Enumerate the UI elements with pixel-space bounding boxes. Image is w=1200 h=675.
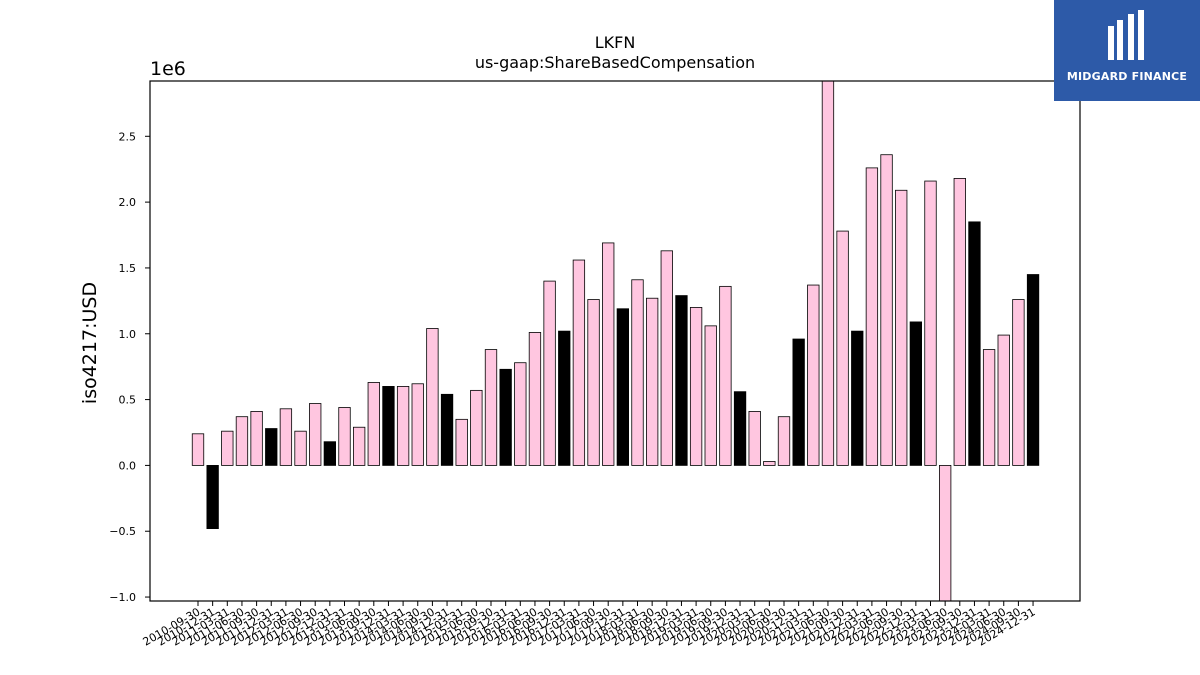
y-tick-label: 1.5 bbox=[119, 262, 137, 275]
bar-2016-12-31 bbox=[558, 330, 571, 466]
y-scale-label: 1e6 bbox=[150, 58, 186, 80]
bar-2023-06-30 bbox=[939, 465, 952, 602]
bar-2011-06-30 bbox=[235, 416, 249, 466]
bar-2024-09-30 bbox=[1012, 299, 1025, 466]
bar-2023-12-31 bbox=[968, 221, 981, 466]
bar-2015-06-30 bbox=[470, 389, 483, 466]
bar-2023-09-30 bbox=[953, 178, 966, 466]
bar-2016-03-31 bbox=[514, 362, 527, 466]
bar-2022-12-31 bbox=[909, 321, 922, 466]
bar-2014-03-31 bbox=[396, 386, 410, 466]
bar-2013-03-31 bbox=[338, 407, 351, 466]
bar-2015-09-30 bbox=[484, 349, 498, 466]
x-axis-ticks: 2010-09-302010-12-312011-03-312011-06-30… bbox=[141, 601, 1038, 649]
bar-2015-12-31 bbox=[499, 368, 512, 466]
logo-mark-icon bbox=[1108, 10, 1144, 60]
bar-2019-12-31 bbox=[733, 391, 747, 466]
bar-2021-12-31 bbox=[851, 330, 864, 466]
bar-2021-09-30 bbox=[836, 230, 849, 466]
y-tick-label: 2.0 bbox=[119, 196, 137, 209]
bar-2012-06-30 bbox=[294, 430, 307, 466]
bar-2020-03-31 bbox=[748, 411, 761, 466]
bar-2024-06-30 bbox=[997, 334, 1010, 466]
bar-2011-12-31 bbox=[265, 428, 278, 466]
bar-2022-06-30 bbox=[880, 154, 893, 466]
bar-2020-09-30 bbox=[777, 416, 791, 466]
chart-title: LKFN bbox=[595, 33, 636, 52]
brand-name: MIDGARD FINANCE bbox=[1066, 70, 1188, 83]
bar-2016-09-30 bbox=[543, 280, 556, 466]
y-axis-ticks: −1.0 −0.5 0.0 0.5 1.0 1.5 2.0 2.5 bbox=[109, 130, 150, 604]
bar-2013-12-31 bbox=[382, 386, 395, 466]
bar-2020-06-30 bbox=[763, 461, 776, 466]
bar-2022-09-30 bbox=[895, 189, 908, 466]
plot-frame bbox=[149, 80, 1081, 602]
bar-2014-09-30 bbox=[426, 328, 439, 466]
bar-2020-12-31 bbox=[792, 338, 805, 466]
bar-2012-03-31 bbox=[279, 408, 293, 466]
y-axis-label: iso4217:USD bbox=[79, 282, 101, 404]
y-tick-label: 0.5 bbox=[119, 394, 137, 407]
y-tick-label: 1.0 bbox=[119, 328, 137, 341]
bar-2018-03-31 bbox=[631, 279, 644, 466]
bar-2017-06-30 bbox=[587, 299, 600, 466]
brand-logo: MIDGARD FINANCE bbox=[1054, 0, 1200, 101]
bar-2022-03-31 bbox=[865, 167, 879, 466]
bar-2019-03-31 bbox=[689, 307, 703, 466]
y-tick-label: −1.0 bbox=[109, 591, 136, 604]
bar-2021-06-30 bbox=[821, 80, 835, 466]
bars-layer bbox=[191, 80, 1040, 602]
bar-2013-06-30 bbox=[352, 426, 366, 466]
bar-2021-03-31 bbox=[807, 284, 820, 466]
bar-2011-09-30 bbox=[250, 411, 263, 466]
bar-2010-12-31 bbox=[206, 465, 219, 530]
y-tick-label: −0.5 bbox=[109, 525, 136, 538]
bar-2010-09-30 bbox=[191, 433, 205, 466]
bar-2019-06-30 bbox=[704, 325, 717, 466]
bar-2018-09-30 bbox=[660, 250, 673, 466]
bar-2017-03-31 bbox=[572, 259, 586, 466]
bar-2014-06-30 bbox=[411, 383, 424, 466]
bar-2019-09-30 bbox=[719, 285, 732, 466]
bar-2016-06-30 bbox=[528, 332, 542, 466]
bar-2017-09-30 bbox=[602, 242, 615, 466]
bar-2012-09-30 bbox=[309, 403, 322, 466]
bar-2024-03-31 bbox=[982, 349, 996, 466]
bar-2018-06-30 bbox=[646, 297, 659, 466]
bar-2017-12-31 bbox=[616, 308, 629, 466]
bar-2011-03-31 bbox=[221, 430, 234, 466]
bar-2015-03-31 bbox=[455, 418, 468, 466]
bar-2018-12-31 bbox=[675, 295, 688, 466]
bar-2013-09-30 bbox=[367, 382, 380, 466]
chart-subtitle: us-gaap:ShareBasedCompensation bbox=[475, 53, 755, 72]
bar-2024-12-31 bbox=[1026, 274, 1040, 466]
bar-2014-12-31 bbox=[440, 393, 454, 466]
y-tick-label: 0.0 bbox=[119, 459, 137, 472]
bar-2012-12-31 bbox=[323, 441, 337, 466]
y-tick-label: 2.5 bbox=[119, 130, 137, 143]
bar-2023-03-31 bbox=[924, 180, 937, 466]
